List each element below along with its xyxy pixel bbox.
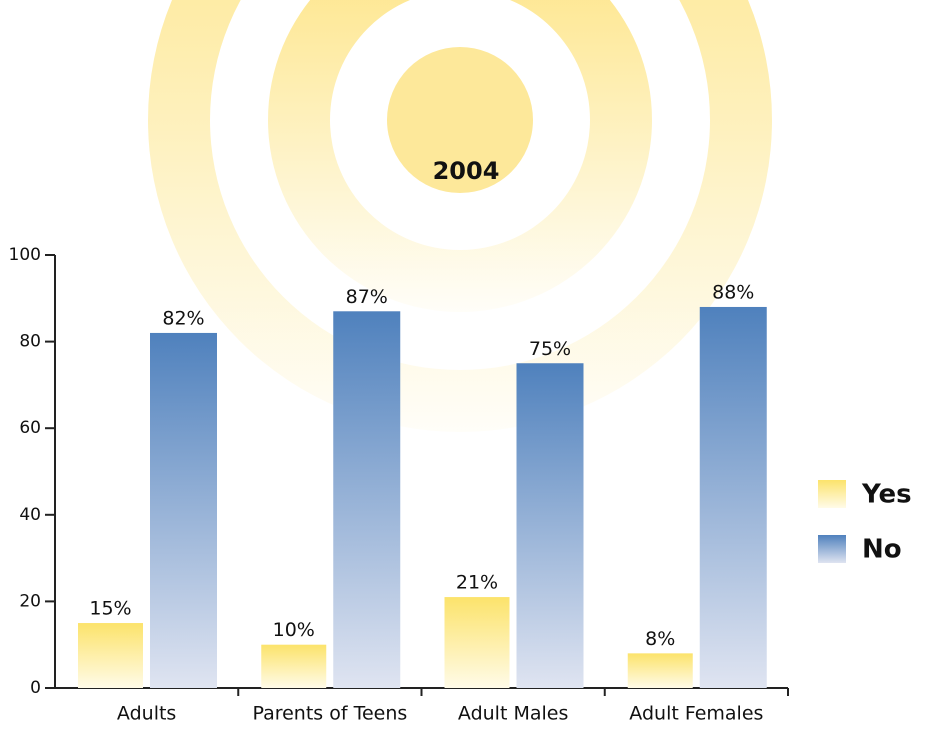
x-tick-label: Adult Males <box>458 703 568 725</box>
bar <box>78 623 143 688</box>
y-tick-label: 80 <box>19 332 41 352</box>
background-rings <box>148 0 772 432</box>
value-label: 21% <box>456 572 498 594</box>
x-tick-label: Adults <box>117 703 176 725</box>
inner-circle <box>387 47 533 193</box>
value-label: 75% <box>529 338 571 360</box>
legend-swatch <box>818 480 846 508</box>
legend-label: Yes <box>861 480 912 510</box>
bar <box>444 597 510 688</box>
y-tick-label: 40 <box>19 505 41 525</box>
y-tick-label: 0 <box>30 678 41 698</box>
x-tick-label: Parents of Teens <box>252 703 407 725</box>
legend-label: No <box>862 535 902 565</box>
outer-ring <box>148 0 772 432</box>
x-tick-label: Adult Females <box>629 703 763 725</box>
legend-swatch <box>818 535 846 563</box>
y-tick-label: 100 <box>9 245 41 265</box>
bar <box>150 332 217 688</box>
bar <box>333 311 401 688</box>
bar <box>516 363 584 688</box>
value-label: 8% <box>645 628 675 650</box>
y-tick-label: 60 <box>19 418 41 438</box>
value-label: 82% <box>162 307 204 329</box>
bar <box>261 644 327 688</box>
value-label: 15% <box>89 598 131 620</box>
bar <box>699 306 767 688</box>
chart-title: 2004 <box>433 157 500 185</box>
bar <box>627 653 693 688</box>
y-tick-label: 20 <box>19 591 41 611</box>
value-label: 87% <box>346 286 388 308</box>
middle-ring <box>268 0 652 312</box>
value-label: 10% <box>273 619 315 641</box>
value-label: 88% <box>712 281 754 303</box>
